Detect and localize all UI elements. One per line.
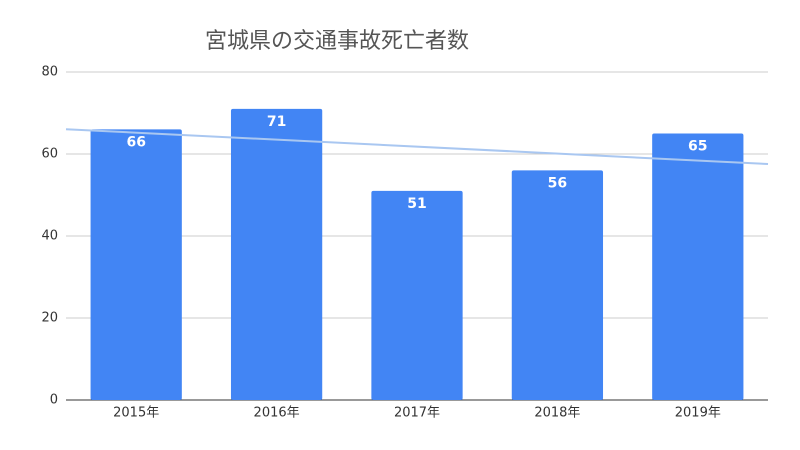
bar xyxy=(230,108,323,401)
x-tick-label: 2015年 xyxy=(113,406,159,421)
value-label: 71 xyxy=(267,114,286,130)
y-tick-label: 0 xyxy=(50,393,58,408)
value-label: 51 xyxy=(407,196,426,212)
x-tick-label: 2017年 xyxy=(394,406,440,421)
y-tick-label: 40 xyxy=(41,229,58,244)
y-tick-label: 60 xyxy=(41,147,58,162)
value-label: 66 xyxy=(126,134,145,150)
bar xyxy=(511,170,604,400)
bar xyxy=(371,190,463,400)
bar xyxy=(90,129,182,400)
x-tick-label: 2018年 xyxy=(534,406,580,421)
x-tick-label: 2016年 xyxy=(254,406,300,421)
y-tick-label: 80 xyxy=(41,65,58,80)
value-label: 65 xyxy=(688,139,707,155)
trendline xyxy=(65,128,769,166)
y-tick-label: 20 xyxy=(41,311,58,326)
x-tick-label: 2019年 xyxy=(675,406,721,421)
chart-title: 宮城県の交通事故死亡者数 xyxy=(205,29,469,54)
value-label: 56 xyxy=(548,175,567,191)
bar xyxy=(652,133,744,400)
